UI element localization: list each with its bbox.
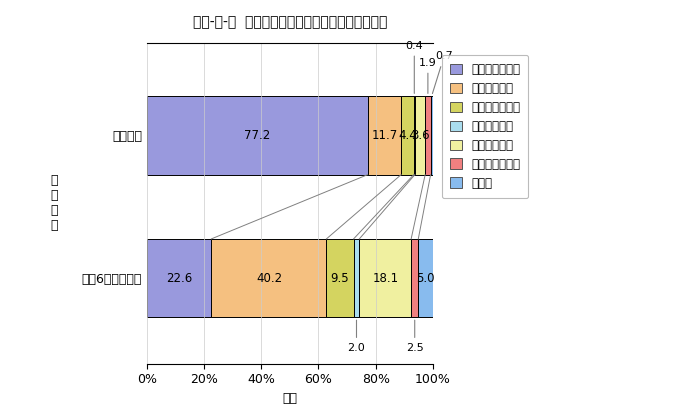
Bar [368, 96, 401, 175]
Bar [211, 239, 326, 318]
Text: 18.1: 18.1 [372, 272, 398, 285]
X-axis label: 割合: 割合 [282, 392, 298, 405]
Bar [147, 96, 368, 175]
Text: 0.4: 0.4 [405, 40, 424, 93]
Text: 77.2: 77.2 [244, 129, 270, 142]
Legend: 正社員・正職員, アルバイト等, 自営業・経営者, 学生（留学）, 無職・休職中, 専業主婦（夫）, その他: 正社員・正職員, アルバイト等, 自営業・経営者, 学生（留学）, 無職・休職中… [442, 55, 528, 198]
Bar [354, 239, 359, 318]
Bar [430, 96, 433, 175]
Text: 3.6: 3.6 [411, 129, 429, 142]
Bar [425, 96, 430, 175]
Text: 40.2: 40.2 [256, 272, 282, 285]
Bar [415, 96, 425, 175]
Bar [326, 239, 354, 318]
Title: 図２-２-５  本人の職業と学種との関係（大学院）: 図２-２-５ 本人の職業と学種との関係（大学院） [193, 15, 387, 29]
Text: 11.7: 11.7 [371, 129, 398, 142]
Text: 5.0: 5.0 [416, 272, 435, 285]
Text: 0.7: 0.7 [433, 51, 453, 94]
Bar [401, 96, 414, 175]
Bar [419, 239, 433, 318]
Text: 1.9: 1.9 [419, 58, 437, 93]
Text: 4.4: 4.4 [398, 129, 416, 142]
Bar [414, 96, 415, 175]
Bar [147, 239, 211, 318]
Text: 2.0: 2.0 [348, 320, 365, 353]
Bar [411, 239, 419, 318]
Y-axis label: 返
還
種
別: 返 還 種 別 [50, 174, 57, 232]
Text: 22.6: 22.6 [166, 272, 193, 285]
Text: 2.5: 2.5 [406, 320, 424, 353]
Text: 9.5: 9.5 [330, 272, 349, 285]
Bar [359, 239, 411, 318]
